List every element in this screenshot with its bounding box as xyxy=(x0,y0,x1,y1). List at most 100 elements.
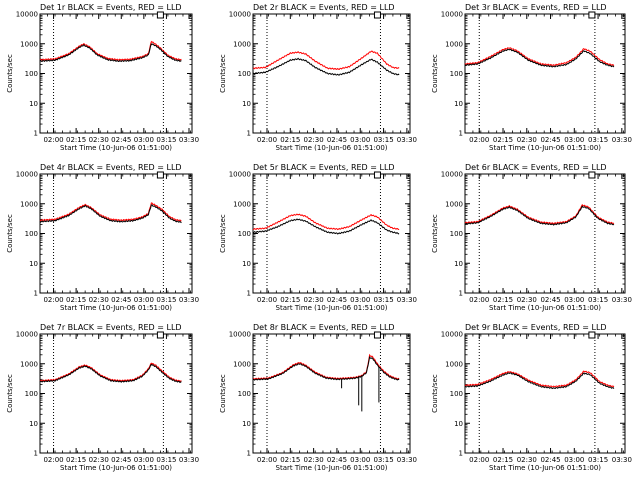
series-lld-line xyxy=(252,353,400,380)
x-axis-label: Start Time (10-Jun-06 01:51:00) xyxy=(60,464,172,472)
y-tick-label: 1 xyxy=(247,130,251,138)
y-tick-label: 1000 xyxy=(233,360,251,368)
series-lld-line xyxy=(464,203,615,225)
series-lld-line xyxy=(39,362,182,383)
x-tick-label: 03:00 xyxy=(564,296,584,304)
y-tick-label: 1000 xyxy=(445,200,463,208)
top-square-marker xyxy=(373,331,381,339)
y-tick-label: 10000 xyxy=(16,11,38,19)
x-tick-label: 02:00 xyxy=(469,296,489,304)
series-events-line xyxy=(252,218,400,235)
x-axis-label: Start Time (10-Jun-06 01:51:00) xyxy=(276,464,388,472)
panel-det-6: Det 6r BLACK = Events, RED = LLD 1 10 100 10… xyxy=(431,163,632,312)
y-tick-label: 100 xyxy=(450,390,463,398)
panel-det-1: Det 1r BLACK = Events, RED = LLD 1 10 100 10… xyxy=(6,3,199,152)
x-tick-label: 03:30 xyxy=(397,136,417,144)
x-axis-label: Start Time (10-Jun-06 01:51:00) xyxy=(276,144,388,152)
x-tick-label: 02:45 xyxy=(111,136,131,144)
y-tick-label: 100 xyxy=(238,230,251,238)
panel-title-8: Det 8r BLACK = Events, RED = LLD xyxy=(253,323,395,332)
x-tick-label: 02:45 xyxy=(327,296,347,304)
panel-det-2: Det 2r BLACK = Events, RED = LLD 1 10 100 10… xyxy=(219,3,417,152)
plot-frame xyxy=(464,13,626,134)
series-events-line xyxy=(464,48,615,68)
series-lld-line xyxy=(39,40,182,61)
y-tick-label: 10 xyxy=(242,260,251,268)
x-tick-label: 02:15 xyxy=(66,136,86,144)
panel-title-3: Det 3r BLACK = Events, RED = LLD xyxy=(465,3,607,12)
x-tick-label: 02:30 xyxy=(517,136,537,144)
y-axis-label: Counts/sec xyxy=(219,374,227,413)
x-tick-label: 02:00 xyxy=(257,136,277,144)
panel-title-6: Det 6r BLACK = Events, RED = LLD xyxy=(465,163,607,172)
series-lld-line xyxy=(464,370,615,388)
y-tick-label: 1 xyxy=(247,290,251,298)
y-tick-label: 100 xyxy=(450,230,463,238)
y-tick-label: 10 xyxy=(242,100,251,108)
y-tick-label: 10000 xyxy=(441,331,463,339)
series-events-line xyxy=(252,356,400,381)
y-tick-label: 10 xyxy=(29,260,38,268)
x-tick-label: 02:15 xyxy=(493,456,513,464)
panel-title-7: Det 7r BLACK = Events, RED = LLD xyxy=(40,323,182,332)
x-tick-label: 02:15 xyxy=(280,456,300,464)
y-tick-label: 100 xyxy=(238,70,251,78)
x-tick-label: 02:15 xyxy=(493,136,513,144)
x-tick-label: 02:30 xyxy=(89,296,109,304)
y-tick-label: 10 xyxy=(242,420,251,428)
x-tick-label: 03:00 xyxy=(350,296,370,304)
y-tick-label: 100 xyxy=(25,230,38,238)
series-events-line xyxy=(252,57,400,76)
series-events-line xyxy=(464,205,615,226)
top-square-marker xyxy=(373,171,381,179)
panel-det-9: Det 9r BLACK = Events, RED = LLD 1 10 100 10… xyxy=(431,323,632,472)
series-lld-line xyxy=(252,213,400,231)
x-tick-label: 03:00 xyxy=(564,136,584,144)
panel-det-7: Det 7r BLACK = Events, RED = LLD 1 10 100 10… xyxy=(6,323,199,472)
x-tick-label: 03:15 xyxy=(588,456,608,464)
x-tick-label: 03:15 xyxy=(373,456,393,464)
x-tick-label: 02:30 xyxy=(304,456,324,464)
x-tick-label: 02:45 xyxy=(327,136,347,144)
x-tick-label: 02:00 xyxy=(469,136,489,144)
y-tick-label: 100 xyxy=(238,390,251,398)
x-tick-label: 02:15 xyxy=(66,296,86,304)
y-tick-label: 1 xyxy=(34,450,38,458)
x-tick-label: 03:30 xyxy=(179,136,199,144)
x-tick-label: 03:15 xyxy=(373,296,393,304)
x-tick-label: 02:00 xyxy=(257,456,277,464)
x-axis-label: Start Time (10-Jun-06 01:51:00) xyxy=(60,304,172,312)
y-axis-label: Counts/sec xyxy=(431,374,439,413)
x-tick-label: 02:15 xyxy=(66,456,86,464)
y-tick-label: 10 xyxy=(454,420,463,428)
y-tick-label: 1000 xyxy=(233,200,251,208)
x-tick-label: 02:30 xyxy=(517,296,537,304)
x-tick-label: 02:30 xyxy=(89,456,109,464)
x-tick-label: 02:00 xyxy=(43,136,63,144)
y-axis-label: Counts/sec xyxy=(219,54,227,93)
top-square-marker xyxy=(588,11,596,19)
y-tick-label: 10 xyxy=(29,420,38,428)
top-square-marker xyxy=(373,11,381,19)
x-tick-label: 02:45 xyxy=(327,456,347,464)
panel-det-5: Det 5r BLACK = Events, RED = LLD 1 10 100 10… xyxy=(219,163,417,312)
panel-title-2: Det 2r BLACK = Events, RED = LLD xyxy=(253,3,395,12)
y-tick-label: 1000 xyxy=(20,40,38,48)
x-tick-label: 02:45 xyxy=(111,456,131,464)
x-axis-label: Start Time (10-Jun-06 01:51:00) xyxy=(60,144,172,152)
x-tick-label: 03:30 xyxy=(612,136,632,144)
x-tick-label: 02:00 xyxy=(43,456,63,464)
y-tick-label: 10 xyxy=(29,100,38,108)
x-tick-label: 02:15 xyxy=(280,296,300,304)
top-square-marker xyxy=(156,11,164,19)
y-tick-label: 10000 xyxy=(441,171,463,179)
series-lld-line xyxy=(39,202,182,222)
x-tick-label: 02:00 xyxy=(469,456,489,464)
panel-title-5: Det 5r BLACK = Events, RED = LLD xyxy=(253,163,395,172)
y-tick-label: 10 xyxy=(454,260,463,268)
x-axis-label: Start Time (10-Jun-06 01:51:00) xyxy=(489,304,601,312)
y-axis-label: Counts/sec xyxy=(6,374,14,413)
x-tick-label: 02:45 xyxy=(540,136,560,144)
y-tick-label: 1000 xyxy=(20,360,38,368)
